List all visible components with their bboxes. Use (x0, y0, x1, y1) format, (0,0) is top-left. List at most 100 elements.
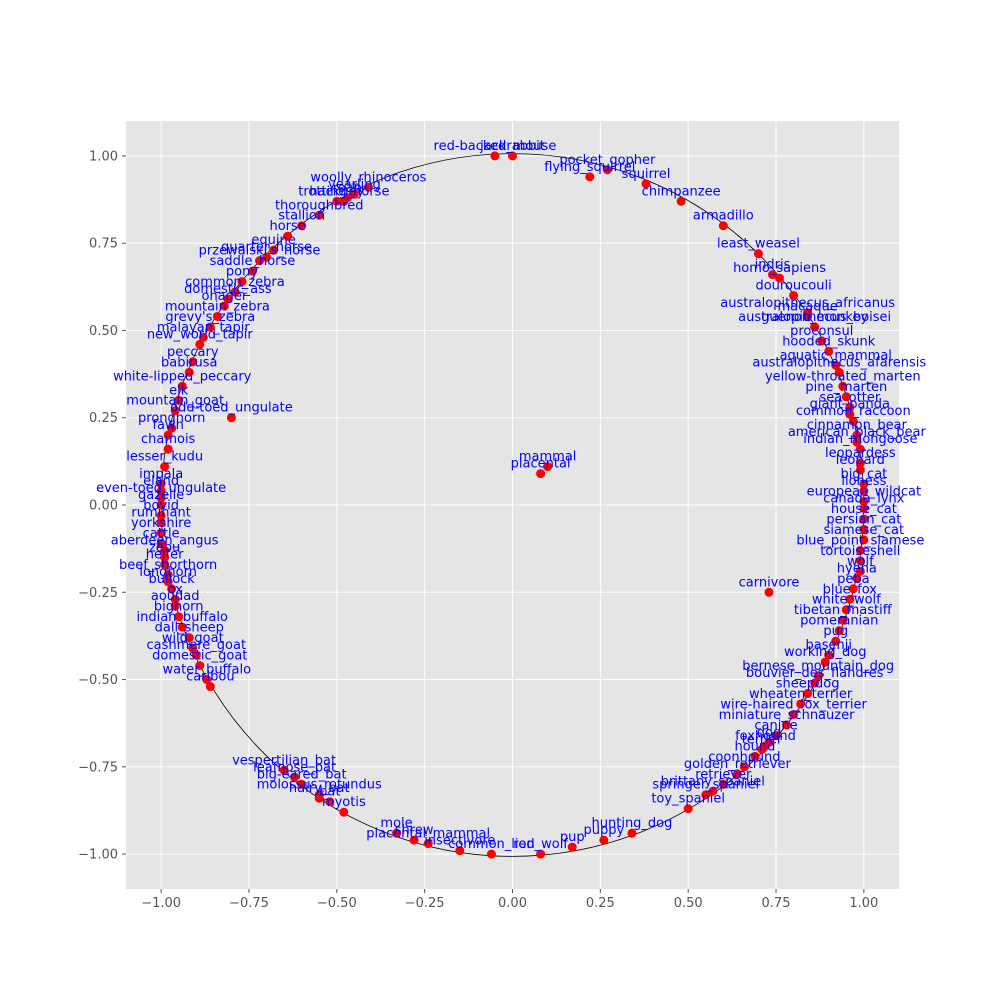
data-point (718, 779, 728, 789)
data-point-label: lesser_kudu (126, 450, 203, 465)
data-point-label: aoudad (151, 589, 200, 604)
data-point-label: mountain_goat (126, 394, 224, 409)
data-point (831, 360, 841, 370)
data-point (339, 807, 349, 817)
data-point-label: big-eared_bat (257, 767, 347, 782)
x-tick-label: −0.50 (317, 896, 357, 911)
data-point-label: eland (143, 474, 179, 489)
data-point (490, 151, 500, 161)
y-tick-label: −0.25 (78, 586, 118, 601)
x-tick-label: −1.00 (141, 896, 181, 911)
data-point (163, 570, 173, 580)
data-point-label: hackney (309, 184, 364, 199)
data-point-label: insectivore (424, 834, 495, 849)
data-point-label: tibetan_mastiff (794, 603, 893, 618)
data-point-label: indris (755, 258, 791, 273)
data-point (297, 221, 307, 231)
data-point (848, 584, 858, 594)
data-point (789, 709, 799, 719)
data-point (262, 252, 272, 262)
data-point (708, 786, 718, 796)
data-point-label: leopardess (825, 446, 896, 461)
data-point (585, 172, 595, 182)
data-point (349, 189, 359, 199)
data-point-label: woolly_rhinoceros (310, 170, 426, 185)
x-tick-label: 1.00 (849, 896, 878, 911)
data-point-label: przewalski's_horse (199, 244, 321, 259)
data-point (831, 636, 841, 646)
data-point-label: placental (511, 457, 571, 472)
data-point (177, 622, 187, 632)
data-point (536, 469, 546, 479)
data-point-label: domestic_ass (184, 282, 272, 297)
data-point-label: retriever (695, 767, 752, 782)
data-point (212, 311, 222, 321)
data-point (813, 671, 823, 681)
data-point-label: working_dog (784, 645, 867, 660)
data-point (163, 430, 173, 440)
data-point (841, 605, 851, 615)
data-point-label: mammal (519, 450, 577, 465)
data-point-label: sea_otter (819, 390, 880, 405)
data-point (852, 430, 862, 440)
data-point-label: cinnamon_bear (807, 418, 908, 433)
data-point (701, 790, 711, 800)
data-point-label: shrew (395, 823, 434, 838)
data-point-label: pup (560, 830, 585, 845)
data-point (855, 556, 865, 566)
data-point (824, 650, 834, 660)
y-axis-ticks: −1.00 −0.75 −0.50 −0.25 0.00 0.25 0.50 0.75 1.00 (78, 149, 126, 863)
data-point (219, 301, 229, 311)
data-point (290, 772, 300, 782)
data-point (859, 524, 869, 534)
data-point-label: roan (333, 181, 362, 196)
data-point (771, 730, 781, 740)
data-point-label: blue_point_siamese (796, 533, 924, 548)
data-point-label: hound (734, 739, 775, 754)
data-point (160, 462, 170, 472)
data-point (852, 573, 862, 583)
data-point-label: jackrabbit (479, 139, 545, 154)
data-point (170, 406, 180, 416)
data-point-label: indian_mongoose (803, 432, 917, 447)
data-point (627, 828, 637, 838)
data-point (859, 497, 869, 507)
data-point (283, 231, 293, 241)
data-point-label: bullock (148, 572, 195, 587)
data-point-label: wire-haired_fox_terrier (720, 697, 867, 712)
data-point-label: macaque (778, 299, 838, 314)
data-point (782, 720, 792, 730)
data-point-label: even-toed_ungulate (96, 481, 226, 496)
x-axis-ticks: −1.00 −0.75 −0.50 −0.25 0.00 0.25 0.50 0.75 1.00 (141, 889, 878, 911)
data-point (160, 545, 170, 555)
data-point-label: common_raccoon (796, 404, 911, 419)
data-point-label: wolf (847, 554, 874, 569)
data-point (602, 165, 612, 175)
data-point (184, 367, 194, 377)
data-point (188, 357, 198, 367)
data-point (174, 395, 184, 405)
data-point-label: placental_mammal (366, 827, 490, 842)
data-point (848, 416, 858, 426)
data-point (676, 196, 686, 206)
data-point (255, 256, 265, 266)
data-point (486, 849, 496, 859)
data-point-label: red-backed_mouse (434, 139, 557, 154)
data-point-label: blue_fox (823, 582, 878, 597)
data-point-label: puppy (584, 823, 625, 838)
data-point (156, 486, 166, 496)
data-point-label: tortoiseshell (820, 544, 900, 559)
data-point-label: ruminant (131, 505, 190, 520)
data-point (191, 650, 201, 660)
data-point (764, 587, 774, 597)
data-point (841, 392, 851, 402)
data-point-label: trotting_horse (298, 184, 389, 199)
y-tick-label: −0.50 (78, 673, 118, 688)
data-point (202, 675, 212, 685)
data-point-label: hairy_bat (289, 781, 350, 796)
data-point (567, 842, 577, 852)
data-point (838, 381, 848, 391)
data-point-label: common_zebra (185, 275, 285, 290)
data-point (332, 196, 342, 206)
